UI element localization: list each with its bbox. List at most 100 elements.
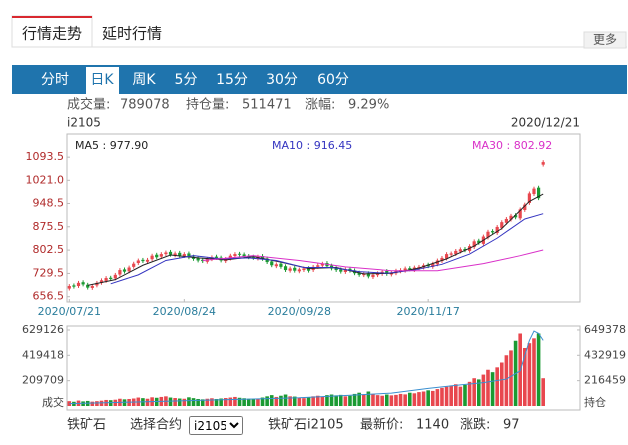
candle-body xyxy=(265,258,269,263)
volume-bar xyxy=(407,392,412,406)
volume-bar xyxy=(532,338,536,406)
candle-body xyxy=(477,240,481,243)
toolbar-items: 分时 日K 周K 5分 15分 30分 60分 xyxy=(41,72,349,88)
more-label[interactable]: 更多 xyxy=(593,33,617,47)
tab[interactable]: 行情走势 xyxy=(22,25,82,43)
candle-body xyxy=(274,264,278,267)
candle-body xyxy=(417,266,421,269)
volume-bar xyxy=(499,362,504,406)
candle-body xyxy=(164,252,168,255)
candle-body xyxy=(527,193,531,203)
candle-body xyxy=(523,204,527,211)
volume-bar xyxy=(269,395,274,406)
candle-body xyxy=(279,263,283,267)
toolbar-item[interactable]: 5分 xyxy=(175,72,198,88)
volume-bar xyxy=(384,394,389,406)
volume-bar xyxy=(366,391,371,406)
volume-bar xyxy=(246,398,251,406)
more-button[interactable] xyxy=(583,31,627,49)
candle-body xyxy=(431,263,435,267)
candle-body xyxy=(403,268,407,271)
y-tick-label: 875.5 xyxy=(33,220,65,233)
volume-bar xyxy=(481,374,486,406)
volume-bar xyxy=(145,398,150,406)
candle-body xyxy=(173,253,177,256)
legend-value: 977.90 xyxy=(110,139,149,152)
candle-body xyxy=(454,250,458,255)
candle-body xyxy=(247,256,251,258)
volume-bar xyxy=(361,394,366,406)
y2-tick-label: 432919 xyxy=(584,348,626,361)
legend-name: MA30 xyxy=(472,139,503,152)
volume-bar xyxy=(375,395,380,406)
toolbar-active xyxy=(86,67,119,94)
volume-bar xyxy=(458,386,463,406)
y2-tick-label: 649378 xyxy=(584,323,626,336)
candle-body xyxy=(348,268,352,271)
tab[interactable]: 延时行情 xyxy=(102,25,162,43)
volume-bar xyxy=(357,392,361,406)
volume-bar xyxy=(389,395,394,406)
contract: i2105 xyxy=(67,116,101,130)
volume-bar xyxy=(233,396,237,406)
candle-body xyxy=(357,272,361,275)
candle-body xyxy=(178,252,182,256)
info-label: 成交量: xyxy=(67,97,110,113)
date: 2020/12/21 xyxy=(511,116,580,130)
candle-body xyxy=(444,254,449,259)
volume-bar xyxy=(403,394,407,406)
footer-change-label: 涨跌: xyxy=(460,417,490,433)
candle-body xyxy=(288,268,292,271)
volume-bar xyxy=(265,396,269,406)
volume-bar xyxy=(522,347,527,406)
toolbar-item[interactable]: 日K xyxy=(90,72,114,88)
candle-body xyxy=(132,263,136,267)
candle-body xyxy=(242,254,246,257)
toolbar-item[interactable]: 60分 xyxy=(317,72,349,88)
volume-bar xyxy=(168,397,173,406)
volume-bar xyxy=(187,397,191,406)
toolbar-item[interactable]: 30分 xyxy=(266,72,298,88)
y-tick-label: 419418 xyxy=(22,348,64,361)
y-tick-label: 1093.5 xyxy=(26,150,65,163)
candle-body xyxy=(541,162,545,165)
candle-body xyxy=(237,253,242,255)
legend-name: MA5 xyxy=(75,139,99,152)
ma-line xyxy=(202,249,544,272)
candle-body xyxy=(306,268,311,271)
axis-name: 持仓 xyxy=(584,395,606,409)
y2-tick-label: 216459 xyxy=(584,374,626,387)
volume-bar xyxy=(302,398,306,406)
volume-bar xyxy=(394,394,398,406)
toolbar-item[interactable]: 分时 xyxy=(41,72,69,88)
volume-bar xyxy=(527,343,532,406)
volume-bar xyxy=(191,398,196,406)
volume-bar xyxy=(256,398,260,406)
candle-body xyxy=(141,259,145,262)
candle-body xyxy=(214,256,219,258)
footer-select-label: 选择合约 xyxy=(130,418,182,433)
info-value: 511471 xyxy=(242,98,292,113)
volume-bar xyxy=(435,389,440,406)
contract-select[interactable]: i2105 xyxy=(189,416,243,435)
tab-active-box[interactable] xyxy=(11,15,93,48)
volume-bar xyxy=(90,401,95,406)
legend-separator: : xyxy=(99,139,110,152)
legend-entry: MA30 : 802.92 xyxy=(472,139,552,152)
y-tick-label: 1021.0 xyxy=(26,173,65,186)
candle-body xyxy=(283,266,288,271)
x-tick-label: 2020/11/17 xyxy=(396,305,459,318)
info-value: 789078 xyxy=(120,98,170,113)
toolbar-item[interactable]: 15分 xyxy=(216,72,248,88)
legend-value: 916.45 xyxy=(314,139,353,152)
candle-body xyxy=(90,286,94,288)
volume-bar xyxy=(371,393,375,406)
volume-bar xyxy=(467,381,472,406)
volume-bar xyxy=(444,386,449,406)
toolbar-item[interactable]: 周K xyxy=(132,72,156,88)
volume-bar xyxy=(338,394,343,406)
volume-bar xyxy=(343,396,348,406)
volume-bar xyxy=(476,379,481,406)
candle-body xyxy=(532,188,536,195)
